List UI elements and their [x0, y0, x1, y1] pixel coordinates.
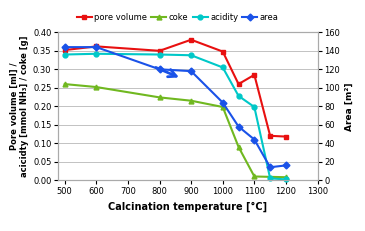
- area: [189, 70, 193, 73]
- area: [220, 101, 225, 104]
- area: [284, 164, 288, 167]
- coke: [189, 99, 193, 102]
- area: [157, 68, 162, 71]
- Y-axis label: Area [m²]: Area [m²]: [345, 82, 354, 131]
- acidity: [284, 178, 288, 181]
- Line: pore volume: pore volume: [62, 37, 288, 139]
- pore volume: [62, 49, 67, 52]
- acidity: [268, 177, 272, 180]
- coke: [94, 86, 99, 88]
- Y-axis label: Pore volume [ml] /
acicidty [mmol NH₃] / coke [g]: Pore volume [ml] / acicidty [mmol NH₃] /…: [9, 36, 29, 177]
- coke: [237, 146, 241, 148]
- X-axis label: Calcination temperature [°C]: Calcination temperature [°C]: [108, 202, 268, 212]
- acidity: [62, 53, 67, 56]
- area: [252, 138, 257, 141]
- Line: coke: coke: [62, 82, 288, 180]
- pore volume: [157, 49, 162, 52]
- pore volume: [252, 73, 257, 76]
- pore volume: [189, 38, 193, 41]
- pore volume: [94, 45, 99, 48]
- area: [62, 46, 67, 49]
- acidity: [252, 106, 257, 108]
- acidity: [94, 52, 99, 55]
- coke: [284, 176, 288, 179]
- acidity: [189, 54, 193, 57]
- coke: [220, 106, 225, 108]
- acidity: [157, 53, 162, 56]
- area: [268, 166, 272, 169]
- Legend: pore volume, coke, acidity, area: pore volume, coke, acidity, area: [73, 10, 282, 26]
- area: [94, 46, 99, 49]
- area: [237, 125, 241, 128]
- coke: [252, 175, 257, 178]
- pore volume: [284, 135, 288, 138]
- Line: area: area: [62, 45, 288, 170]
- acidity: [237, 94, 241, 97]
- pore volume: [268, 134, 272, 137]
- coke: [157, 96, 162, 99]
- coke: [62, 83, 67, 85]
- pore volume: [237, 83, 241, 85]
- Line: acidity: acidity: [62, 51, 288, 182]
- acidity: [220, 66, 225, 69]
- pore volume: [220, 50, 225, 53]
